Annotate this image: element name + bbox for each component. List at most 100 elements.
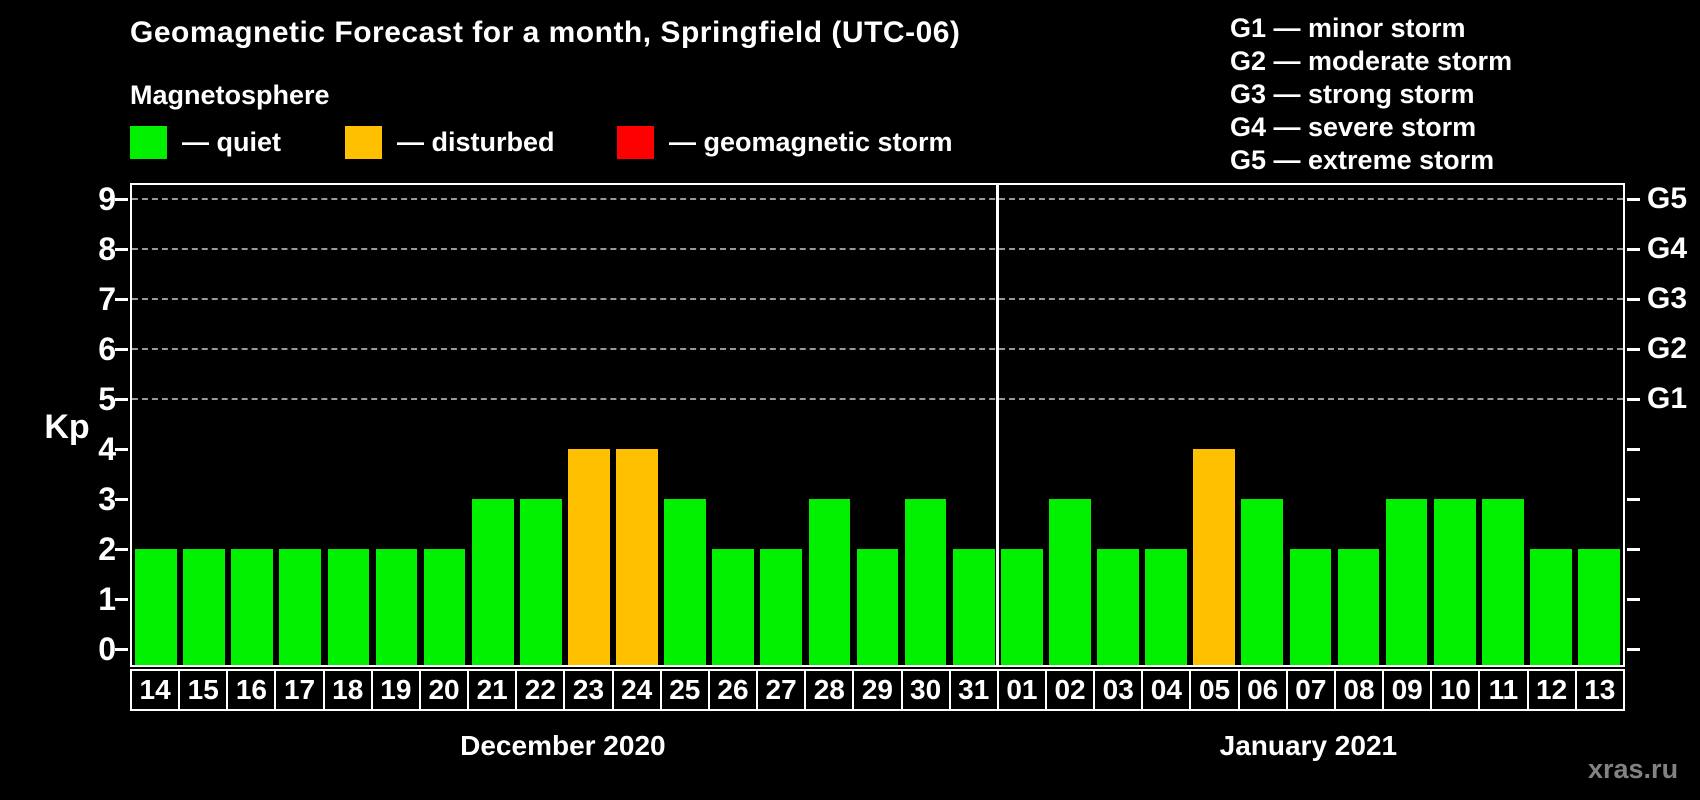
date-cell-28: 28	[804, 669, 855, 711]
kp-bar-day-29	[856, 549, 899, 665]
kp-bar-day-15	[183, 549, 225, 665]
kp-bar-day-30	[904, 499, 947, 665]
kp-tick-label-5: 5	[98, 381, 116, 417]
gridline-kp5	[132, 398, 1623, 400]
page-title: Geomagnetic Forecast for a month, Spring…	[130, 16, 961, 49]
left-tick-kp1	[115, 598, 128, 601]
kp-bar-day-01	[1000, 549, 1043, 665]
right-tick-kp6	[1627, 348, 1640, 351]
storm-scale-legend: G1 — minor storm G2 — moderate storm G3 …	[1230, 12, 1512, 177]
date-cell-24: 24	[611, 669, 662, 711]
left-tick-kp3	[115, 498, 128, 501]
legend-label-disturbed: — disturbed	[397, 126, 555, 157]
storm-color-swatch	[617, 125, 654, 159]
g-tick-label-g4: G4	[1647, 232, 1688, 265]
kp-bar-day-17	[279, 549, 322, 665]
gridline-kp8	[132, 248, 1623, 250]
date-cell-07: 07	[1285, 669, 1336, 711]
kp-bar-day-19	[375, 549, 418, 665]
date-cell-13: 13	[1574, 669, 1625, 711]
g2-legend-row: G2 — moderate storm	[1230, 46, 1513, 76]
kp-bar-day-11	[1481, 499, 1524, 665]
left-tick-kp6	[115, 348, 128, 351]
legend-label-storm: — geomagnetic storm	[669, 126, 953, 157]
kp-bar-day-10	[1433, 499, 1476, 665]
g5-legend-row: G5 — extreme storm	[1230, 145, 1495, 175]
date-cell-06: 06	[1237, 669, 1288, 711]
kp-tick-label-2: 2	[98, 531, 116, 567]
date-cell-09: 09	[1382, 669, 1433, 711]
kp-tick-label-3: 3	[98, 481, 116, 517]
date-cell-17: 17	[274, 669, 325, 711]
left-tick-kp0	[115, 648, 128, 651]
kp-bar-day-24	[616, 449, 658, 665]
date-cell-21: 21	[467, 669, 518, 711]
g-tick-label-g5: G5	[1647, 182, 1688, 215]
date-cell-16: 16	[226, 669, 277, 711]
date-cell-02: 02	[1044, 669, 1096, 711]
disturbed-color-swatch	[345, 125, 382, 159]
date-cell-10: 10	[1430, 669, 1481, 711]
date-cell-22: 22	[515, 669, 566, 711]
date-cell-12: 12	[1526, 669, 1577, 711]
g4-legend-row: G4 — severe storm	[1230, 112, 1477, 142]
kp-bar-day-16	[231, 549, 274, 665]
left-tick-kp5	[115, 398, 128, 401]
date-cell-04: 04	[1141, 669, 1192, 711]
date-cell-26: 26	[707, 669, 759, 711]
kp-bar-day-07	[1289, 549, 1332, 665]
date-cell-01: 01	[996, 669, 1047, 711]
left-tick-kp9	[115, 198, 128, 201]
month-label-january: January 2021	[1219, 730, 1398, 761]
right-tick-kp7	[1627, 298, 1640, 301]
plot-area: 9 8 7 6 5 4 3 2 1 0 G5 G4 G3 G2 G1	[98, 181, 1687, 667]
kp-tick-label-7: 7	[98, 281, 116, 317]
gridline-kp7	[132, 298, 1623, 300]
right-tick-kp3	[1627, 498, 1640, 501]
kp-tick-label-9: 9	[98, 181, 116, 217]
kp-tick-label-8: 8	[98, 231, 116, 267]
kp-bar-day-12	[1530, 549, 1572, 665]
left-tick-kp8	[115, 248, 128, 251]
date-cell-25: 25	[659, 669, 710, 711]
right-tick-kp8	[1627, 248, 1640, 251]
kp-bar-day-28	[808, 499, 851, 665]
kp-tick-label-6: 6	[98, 331, 116, 367]
kp-tick-label-4: 4	[98, 431, 116, 467]
kp-bar-day-27	[760, 549, 803, 665]
g-tick-label-g2: G2	[1647, 332, 1688, 365]
kp-bar-day-26	[712, 549, 755, 665]
right-tick-kp0	[1627, 648, 1640, 651]
right-tick-kp1	[1627, 598, 1640, 601]
kp-bar-day-02	[1049, 499, 1091, 665]
kp-bar-day-22	[519, 499, 562, 665]
gridline-kp6	[132, 348, 1623, 350]
kp-bar-day-21	[471, 499, 514, 665]
date-cell-27: 27	[756, 669, 807, 711]
right-tick-kp5	[1627, 398, 1640, 401]
kp-axis-label: Kp	[44, 408, 90, 446]
g3-legend-row: G3 — strong storm	[1230, 79, 1475, 109]
legend-item-storm: — geomagnetic storm	[617, 124, 953, 160]
date-cell-08: 08	[1333, 669, 1385, 711]
kp-bar-day-20	[423, 549, 466, 665]
month-divider-line	[996, 185, 1000, 665]
date-cell-31: 31	[948, 669, 999, 711]
kp-bar-day-03	[1097, 549, 1139, 665]
date-cell-15: 15	[178, 669, 229, 711]
date-cell-11: 11	[1478, 669, 1529, 711]
kp-bar-day-09	[1385, 499, 1428, 665]
gridline-kp9	[132, 198, 1623, 200]
kp-bar-day-05	[1193, 449, 1236, 665]
date-cell-05: 05	[1189, 669, 1240, 711]
kp-bar-day-06	[1241, 499, 1284, 665]
month-label-december: December 2020	[460, 730, 666, 761]
legend-label-quiet: — quiet	[182, 126, 281, 157]
left-tick-kp4	[115, 448, 128, 451]
left-tick-kp7	[115, 298, 128, 301]
kp-bar-day-23	[568, 449, 610, 665]
date-cell-20: 20	[418, 669, 470, 711]
kp-tick-label-1: 1	[98, 581, 116, 617]
date-axis: 14 15 16 17 18 19 20 21 22 23 24 25 26 27 28 29 30 31 01 02…	[130, 669, 1625, 711]
